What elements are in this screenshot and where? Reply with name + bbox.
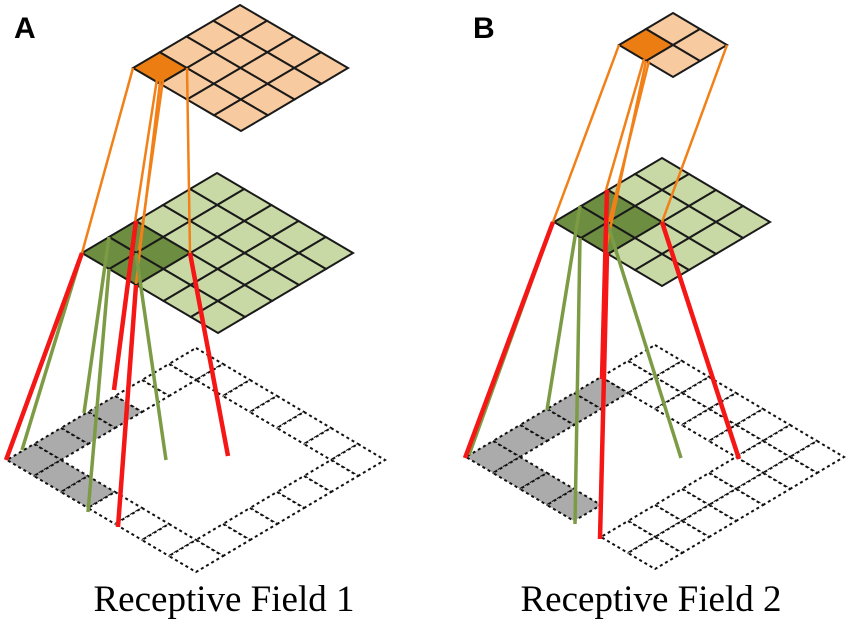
connection-line xyxy=(133,78,159,223)
connection-line xyxy=(545,205,582,411)
panel-a-connection-lines xyxy=(3,67,231,528)
panel-a-caption: Receptive Field 1 xyxy=(94,579,355,620)
connection-line xyxy=(187,252,231,457)
input-grid-cell xyxy=(626,535,684,571)
connection-line xyxy=(551,44,621,223)
connection-line xyxy=(134,252,168,461)
feature-map-2-cell xyxy=(212,98,270,133)
connection-line xyxy=(185,67,192,254)
connection-line xyxy=(137,79,165,251)
panel-b: B Receptive Field 2 xyxy=(462,11,846,620)
connection-line xyxy=(607,60,651,223)
panel-a-grids xyxy=(5,3,387,574)
panel-b-letter: B xyxy=(473,12,495,45)
connection-line xyxy=(605,221,683,459)
connection-line xyxy=(3,252,85,461)
connection-line xyxy=(111,220,139,391)
connection-line xyxy=(660,44,729,223)
input-grid-cell xyxy=(167,538,225,574)
panel-a-letter: A xyxy=(14,12,36,45)
connection-line xyxy=(659,221,742,460)
connection-line xyxy=(462,221,556,459)
connection-line xyxy=(115,284,139,528)
panel-a: A Receptive Field 1 xyxy=(3,3,387,620)
connection-line xyxy=(82,236,111,414)
panel-b-caption: Receptive Field 2 xyxy=(521,579,782,620)
connection-line xyxy=(573,237,582,525)
feature-map-2-cell xyxy=(644,43,702,79)
connection-line xyxy=(86,268,111,513)
panel-b-grids xyxy=(464,11,846,571)
connection-line xyxy=(80,67,135,254)
panel-b-connection-lines xyxy=(462,44,742,540)
connection-line xyxy=(597,252,610,540)
connection-line xyxy=(604,58,646,191)
